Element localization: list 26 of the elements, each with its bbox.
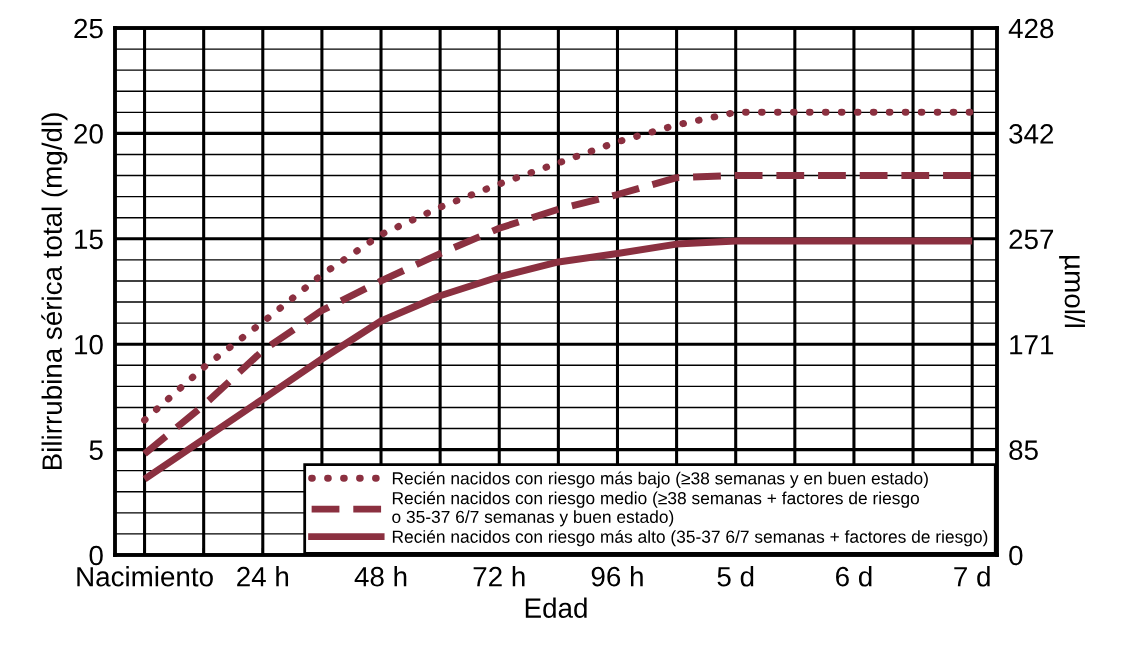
y-tick-label: 20: [74, 124, 103, 144]
x-tick-label: 24 h: [237, 566, 289, 587]
legend-label: Recién nacidos con riesgo medio (≥38 semanas + factores de riesgo o 35-37 6/7 semanas y buen estado): [392, 491, 919, 527]
y2-tick-label: 171: [1010, 335, 1054, 355]
y2-tick-label: 257: [1009, 229, 1054, 250]
x-tick-label: Nacimiento: [77, 566, 213, 587]
y-tick-label: 0: [89, 545, 103, 566]
y-tick-label: 10: [75, 334, 103, 355]
x-tick-label: 5 d: [717, 566, 754, 587]
y2-tick-label: 342: [1009, 124, 1054, 144]
legend-label: Recién nacidos con riesgo más alto (35-37 6/7 semanas + factores de riesgo): [392, 529, 988, 547]
x-tick-label: 48 h: [354, 566, 407, 587]
y-tick-label: 25: [74, 18, 103, 39]
x-tick-label: 6 d: [836, 566, 872, 587]
y-tick-label: 15: [75, 229, 103, 250]
x-tick-label: 7 d: [954, 566, 990, 587]
y-axis-title: Bilirrubina sérica total (mg/dl): [41, 113, 68, 470]
y2-tick-label: 0: [1009, 545, 1023, 566]
y2-tick-label: 428: [1008, 18, 1054, 39]
x-axis-title: Edad: [525, 597, 587, 618]
x-tick-label: 96 h: [591, 566, 643, 587]
x-tick-label: 72 h: [473, 566, 525, 587]
y-tick-label: 5: [89, 440, 103, 460]
y2-tick-label: 85: [1009, 440, 1038, 460]
y2-axis-title: µmol/l: [1059, 256, 1086, 327]
legend-label: Recién nacidos con riesgo más bajo (≥38 semanas y en buen estado): [392, 471, 928, 488]
